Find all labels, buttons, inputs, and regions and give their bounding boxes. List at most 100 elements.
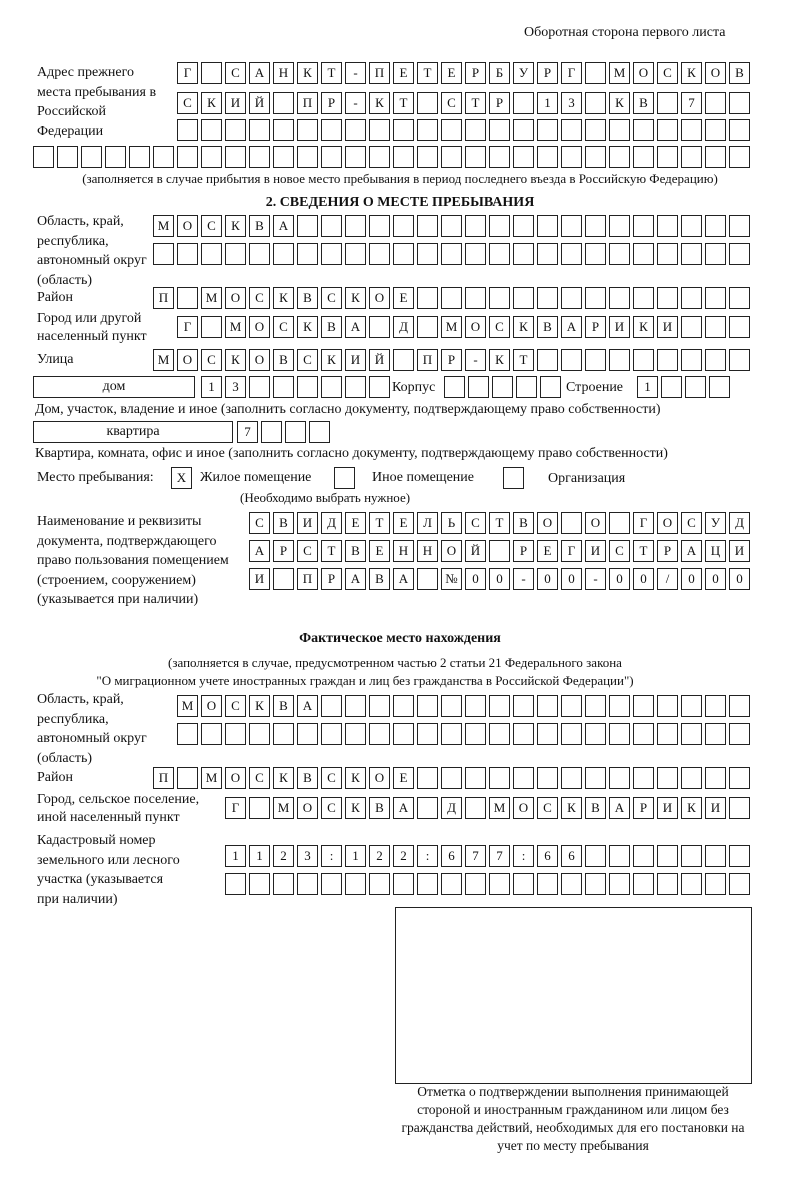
letter-cell[interactable] <box>441 119 462 141</box>
letter-cell[interactable] <box>465 873 486 895</box>
letter-cell[interactable]: О <box>513 797 534 819</box>
letter-cell[interactable]: С <box>249 287 270 309</box>
letter-cell[interactable]: 0 <box>465 568 486 590</box>
letter-cell[interactable]: А <box>561 316 582 338</box>
letter-cell[interactable] <box>465 723 486 745</box>
letter-cell[interactable] <box>417 568 438 590</box>
letter-cell[interactable] <box>729 695 750 717</box>
letter-cell[interactable] <box>561 767 582 789</box>
letter-cell[interactable] <box>345 695 366 717</box>
letter-cell[interactable] <box>585 845 606 867</box>
letter-cell[interactable] <box>681 349 702 371</box>
letter-cell[interactable] <box>177 243 198 265</box>
letter-cell[interactable]: В <box>273 695 294 717</box>
letter-cell[interactable] <box>681 287 702 309</box>
letter-cell[interactable] <box>369 243 390 265</box>
letter-cell[interactable] <box>537 215 558 237</box>
letter-cell[interactable] <box>585 349 606 371</box>
letter-cell[interactable] <box>129 146 150 168</box>
letter-cell[interactable] <box>465 119 486 141</box>
letter-cell[interactable] <box>225 243 246 265</box>
letter-cell[interactable] <box>657 767 678 789</box>
letter-cell[interactable]: Д <box>729 512 750 534</box>
letter-cell[interactable] <box>345 119 366 141</box>
letter-cell[interactable] <box>489 767 510 789</box>
letter-cell[interactable]: И <box>585 540 606 562</box>
letter-cell[interactable]: А <box>609 797 630 819</box>
letter-cell[interactable] <box>225 873 246 895</box>
letter-cell[interactable] <box>729 287 750 309</box>
letter-cell[interactable] <box>465 767 486 789</box>
letter-cell[interactable]: Т <box>489 512 510 534</box>
letter-cell[interactable]: С <box>537 797 558 819</box>
letter-cell[interactable]: О <box>225 287 246 309</box>
letter-cell[interactable] <box>417 723 438 745</box>
letter-cell[interactable]: 1 <box>201 376 222 398</box>
letter-cell[interactable] <box>321 119 342 141</box>
letter-cell[interactable] <box>657 119 678 141</box>
letter-cell[interactable] <box>681 723 702 745</box>
letter-cell[interactable] <box>201 316 222 338</box>
letter-cell[interactable]: Г <box>177 316 198 338</box>
checkbox-organization[interactable] <box>503 467 524 489</box>
letter-cell[interactable]: И <box>729 540 750 562</box>
letter-cell[interactable] <box>513 215 534 237</box>
letter-cell[interactable]: Ц <box>705 540 726 562</box>
letter-cell[interactable] <box>177 146 198 168</box>
letter-cell[interactable] <box>201 243 222 265</box>
letter-cell[interactable] <box>585 215 606 237</box>
letter-cell[interactable]: Г <box>633 512 654 534</box>
letter-cell[interactable] <box>249 797 270 819</box>
letter-cell[interactable] <box>393 873 414 895</box>
letter-cell[interactable]: 7 <box>489 845 510 867</box>
letter-cell[interactable] <box>513 287 534 309</box>
letter-cell[interactable] <box>705 845 726 867</box>
letter-cell[interactable]: С <box>201 349 222 371</box>
letter-cell[interactable] <box>321 723 342 745</box>
letter-cell[interactable] <box>249 243 270 265</box>
letter-cell[interactable] <box>585 243 606 265</box>
letter-cell[interactable] <box>468 376 489 398</box>
letter-cell[interactable] <box>681 316 702 338</box>
letter-cell[interactable] <box>489 146 510 168</box>
letter-cell[interactable]: Е <box>369 540 390 562</box>
letter-cell[interactable]: С <box>249 512 270 534</box>
letter-cell[interactable]: О <box>585 512 606 534</box>
letter-cell[interactable] <box>633 723 654 745</box>
letter-cell[interactable]: К <box>273 287 294 309</box>
letter-cell[interactable] <box>321 695 342 717</box>
letter-cell[interactable] <box>321 376 342 398</box>
letter-cell[interactable] <box>369 723 390 745</box>
letter-cell[interactable] <box>705 243 726 265</box>
letter-cell[interactable]: И <box>609 316 630 338</box>
letter-cell[interactable]: С <box>201 215 222 237</box>
letter-cell[interactable] <box>57 146 78 168</box>
letter-cell[interactable]: О <box>225 767 246 789</box>
letter-cell[interactable] <box>540 376 561 398</box>
letter-cell[interactable]: В <box>585 797 606 819</box>
letter-cell[interactable]: Й <box>369 349 390 371</box>
letter-cell[interactable] <box>729 767 750 789</box>
letter-cell[interactable]: 0 <box>705 568 726 590</box>
letter-cell[interactable]: № <box>441 568 462 590</box>
letter-cell[interactable] <box>417 695 438 717</box>
letter-cell[interactable]: Д <box>321 512 342 534</box>
letter-cell[interactable] <box>249 376 270 398</box>
letter-cell[interactable]: К <box>297 316 318 338</box>
letter-cell[interactable] <box>561 723 582 745</box>
letter-cell[interactable] <box>321 215 342 237</box>
letter-cell[interactable] <box>345 873 366 895</box>
letter-cell[interactable] <box>657 215 678 237</box>
house-type-field[interactable]: дом <box>33 376 195 398</box>
letter-cell[interactable]: К <box>345 287 366 309</box>
letter-cell[interactable]: Н <box>393 540 414 562</box>
letter-cell[interactable]: У <box>705 512 726 534</box>
letter-cell[interactable] <box>417 215 438 237</box>
letter-cell[interactable]: 0 <box>681 568 702 590</box>
letter-cell[interactable]: Е <box>441 62 462 84</box>
letter-cell[interactable]: И <box>345 349 366 371</box>
letter-cell[interactable] <box>309 421 330 443</box>
letter-cell[interactable]: К <box>273 767 294 789</box>
letter-cell[interactable] <box>441 287 462 309</box>
letter-cell[interactable] <box>369 316 390 338</box>
